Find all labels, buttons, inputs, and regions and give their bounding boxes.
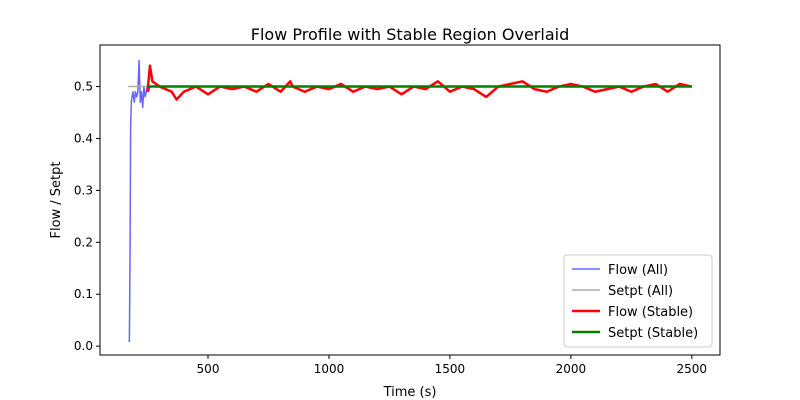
legend-label: Flow (All) <box>608 263 668 278</box>
plot-frame <box>99 44 721 356</box>
y-tick-label: 0.2 <box>74 235 93 249</box>
x-tick-label: 2500 <box>677 362 708 376</box>
y-tick-label: 0.1 <box>74 287 93 301</box>
y-axis-label: Flow / Setpt <box>49 161 64 238</box>
x-tick-label: 1500 <box>435 362 466 376</box>
legend-label: Flow (Stable) <box>608 305 693 320</box>
series-line <box>146 64 693 101</box>
y-tick-label: 0.5 <box>74 80 93 94</box>
y-tick-label: 0.0 <box>74 339 93 353</box>
x-axis-label: Time (s) <box>383 385 437 400</box>
y-tick-label: 0.4 <box>74 131 93 145</box>
y-tick-label: 0.3 <box>74 183 93 197</box>
x-tick-label: 500 <box>197 362 220 376</box>
legend-label: Setpt (All) <box>608 284 673 299</box>
legend-box <box>563 254 713 348</box>
chart-title: Flow Profile with Stable Region Overlaid <box>251 25 569 44</box>
series-line <box>128 59 151 342</box>
x-tick-label: 1000 <box>314 362 345 376</box>
legend-label: Setpt (Stable) <box>608 326 698 341</box>
x-tick-label: 2000 <box>556 362 587 376</box>
